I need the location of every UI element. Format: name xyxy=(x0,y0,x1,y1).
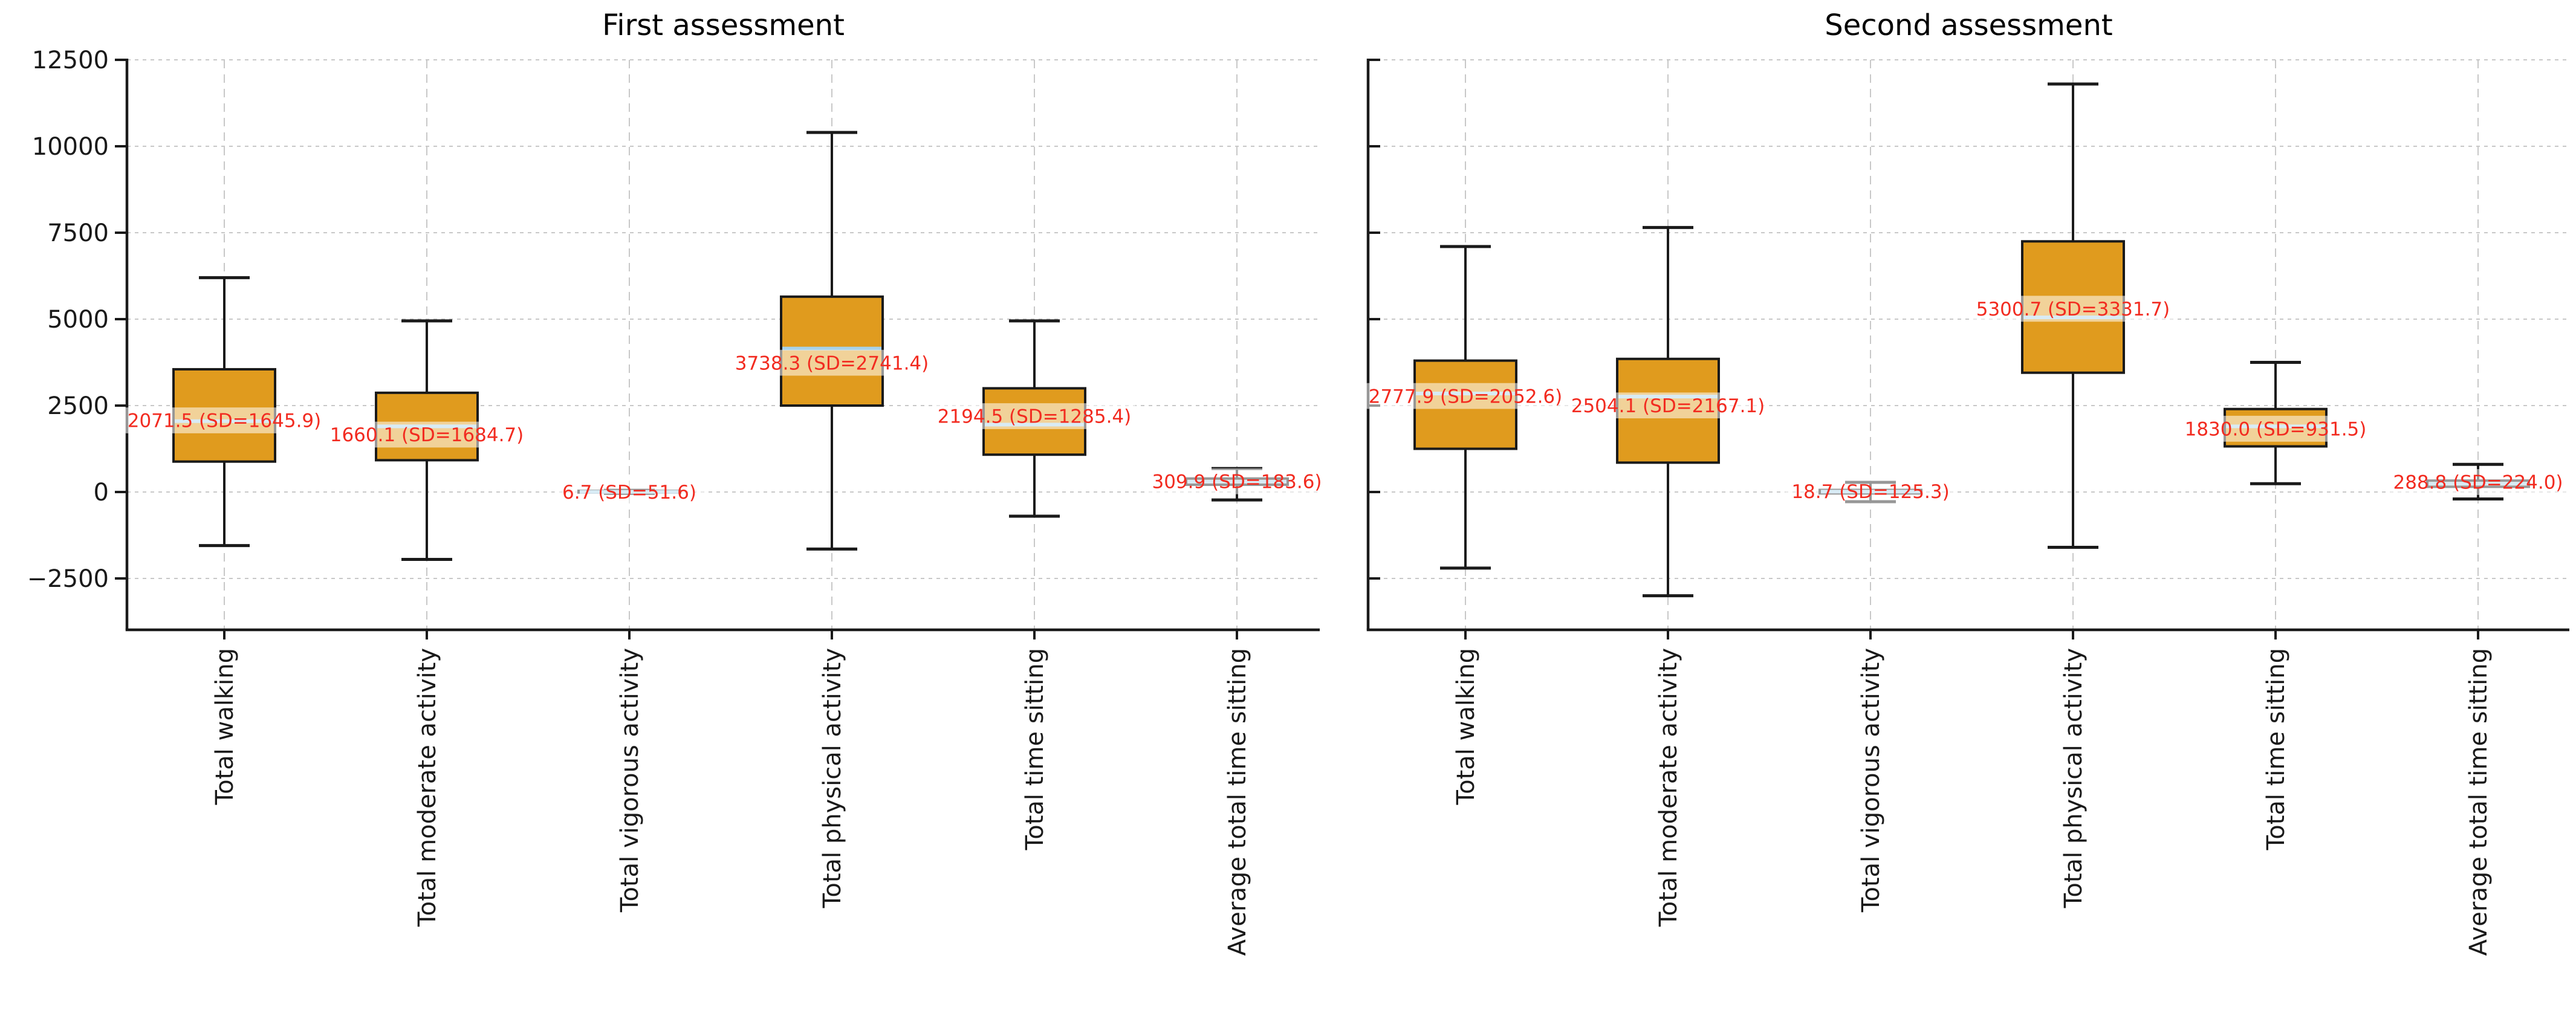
mean-annotation-bg xyxy=(1146,468,1328,494)
mean-annotation-bg xyxy=(1971,296,2175,322)
mean-annotation: 1830.0 (SD=931.5) xyxy=(2185,418,2367,440)
boxplot-group: 288.8 (SD=224.0) xyxy=(2387,462,2569,500)
subplot-title: First assessment xyxy=(602,8,845,42)
boxplot-group: 5300.7 (SD=3331.7) xyxy=(1971,82,2175,549)
mean-annotation: 18.7 (SD=125.3) xyxy=(1791,481,1949,503)
x-tick-label: Average total time sitting xyxy=(2465,648,2493,956)
x-tick-label: Total time sitting xyxy=(1021,648,1049,850)
y-tick-label: 5000 xyxy=(47,306,109,334)
mean-annotation-bg xyxy=(1785,478,1956,505)
x-tick-label: Total physical activity xyxy=(2060,648,2088,908)
x-tick-label: Total vigorous activity xyxy=(616,648,644,913)
x-tick-label: Total moderate activity xyxy=(1655,648,1682,927)
mean-annotation: 5300.7 (SD=3331.7) xyxy=(1976,299,2170,320)
mean-annotation-bg xyxy=(1566,392,1770,419)
boxplot-group: 18.7 (SD=125.3) xyxy=(1785,478,1956,505)
mean-annotation: 288.8 (SD=224.0) xyxy=(2393,472,2563,494)
boxplot-group: 3738.3 (SD=2741.4) xyxy=(730,131,933,551)
x-tick-label: Total moderate activity xyxy=(414,648,441,927)
mean-annotation-bg xyxy=(1364,383,1567,409)
mean-annotation: 2777.9 (SD=2052.6) xyxy=(1369,386,1563,407)
y-tick-label: 0 xyxy=(94,479,109,507)
mean-annotation-bg xyxy=(730,349,933,376)
subplot-title: Second assessment xyxy=(1825,8,2112,42)
mean-annotation-bg xyxy=(933,403,1136,429)
x-tick-label: Total walking xyxy=(1452,648,1480,806)
boxplot-group: 1830.0 (SD=931.5) xyxy=(2179,361,2372,485)
y-tick-label: 7500 xyxy=(47,219,109,247)
mean-annotation: 309.9 (SD=183.6) xyxy=(1152,471,1322,493)
boxplot-group: 2504.1 (SD=2167.1) xyxy=(1566,225,1770,598)
x-tick-label: Average total time sitting xyxy=(1224,648,1251,956)
subplot-second: Total walking Total moderate activity Tota… xyxy=(1364,8,2569,956)
mean-annotation-bg xyxy=(2387,469,2569,495)
y-tick-label: 10000 xyxy=(32,133,109,161)
mean-annotation-bg xyxy=(325,421,528,448)
mean-annotation: 6.7 (SD=51.6) xyxy=(562,482,696,503)
mean-annotation: 2504.1 (SD=2167.1) xyxy=(1571,395,1765,417)
y-tick-label: 2500 xyxy=(47,392,109,420)
boxplot-group: 2777.9 (SD=2052.6) xyxy=(1364,245,1567,570)
mean-annotation: 2194.5 (SD=1285.4) xyxy=(938,406,1132,428)
boxplot-group: 1660.1 (SD=1684.7) xyxy=(325,319,528,562)
x-tick-label: Total time sitting xyxy=(2262,648,2290,850)
boxplot-group: 2194.5 (SD=1285.4) xyxy=(933,319,1136,518)
boxplot-group: 6.7 (SD=51.6) xyxy=(554,479,704,505)
subplot-first: −2500 0 2500 5000 7500 10000 12500 Total walkin… xyxy=(27,8,1328,956)
boxplot-group: 309.9 (SD=183.6) xyxy=(1146,467,1328,502)
mean-annotation-bg xyxy=(554,479,704,505)
mean-annotation: 2071.5 (SD=1645.9) xyxy=(128,410,322,432)
mean-annotation-bg xyxy=(123,407,326,433)
x-tick-label: Total walking xyxy=(211,648,239,806)
x-tick-label: Total physical activity xyxy=(819,648,846,908)
boxplot-group: 2071.5 (SD=1645.9) xyxy=(123,276,326,548)
x-tick-label: Total vigorous activity xyxy=(1857,648,1885,913)
mean-annotation: 3738.3 (SD=2741.4) xyxy=(735,352,929,374)
y-tick-label: 12500 xyxy=(32,47,109,74)
mean-annotation: 1660.1 (SD=1684.7) xyxy=(330,424,524,446)
mean-annotation-bg xyxy=(2179,415,2372,442)
y-tick-label: −2500 xyxy=(27,565,109,593)
